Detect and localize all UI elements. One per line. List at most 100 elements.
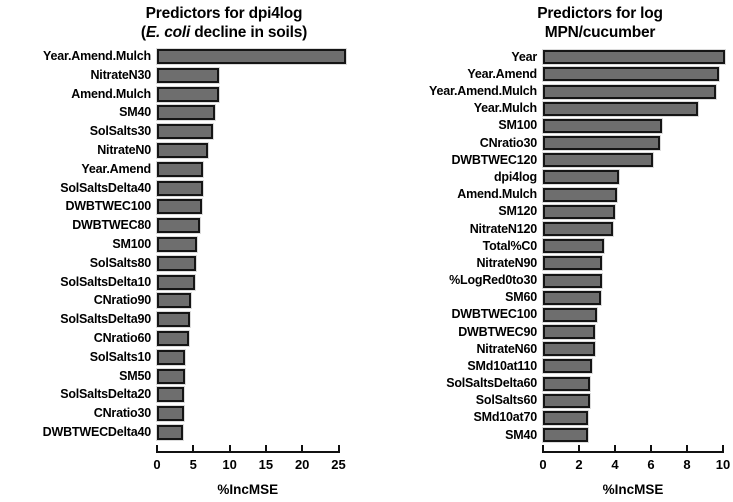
category-label: DWBTWEC120 xyxy=(451,152,537,167)
x-axis-tick xyxy=(337,445,340,452)
category-label: SolSaltsDelta40 xyxy=(60,180,151,195)
category-label: Year.Amend xyxy=(467,66,537,81)
category-label: DWBTWEC100 xyxy=(451,307,537,322)
bar xyxy=(157,406,184,422)
x-axis-tick xyxy=(614,445,616,452)
x-axis-tick-label: 4 xyxy=(611,457,619,472)
title-line-2: (E. coli decline in soils) xyxy=(84,23,364,42)
bar xyxy=(157,180,203,196)
category-label: CNratio30 xyxy=(479,135,537,150)
category-label: CNratio90 xyxy=(93,293,151,308)
category-label: SM120 xyxy=(498,204,537,219)
bar xyxy=(157,368,185,384)
category-label: SM100 xyxy=(112,237,151,251)
bar xyxy=(543,393,590,408)
category-label: Year.Amend.Mulch xyxy=(429,84,537,99)
category-label: NitrateN90 xyxy=(476,255,537,270)
x-axis-tick xyxy=(650,445,652,452)
x-axis-tick-label: 2 xyxy=(575,457,583,472)
category-label: NitrateN60 xyxy=(476,341,537,356)
category-label: Amend.Mulch xyxy=(457,187,537,202)
category-label: SM100 xyxy=(498,118,537,133)
bar xyxy=(157,274,196,290)
category-label: %LogRed0to30 xyxy=(449,273,537,287)
bar xyxy=(157,293,192,309)
category-label: DWBTWECDelta40 xyxy=(42,425,152,439)
x-axis-line xyxy=(542,451,724,453)
x-axis-tick-label: 10 xyxy=(715,457,731,472)
title-text-segment: decline in soils) xyxy=(190,24,308,41)
title-line-1: Predictors for dpi4log xyxy=(145,5,303,22)
bar xyxy=(543,153,653,168)
bar xyxy=(543,359,592,374)
bar xyxy=(157,67,220,83)
bar xyxy=(543,84,716,99)
category-label: SolSaltsDelta90 xyxy=(60,312,151,327)
bar xyxy=(157,161,204,177)
x-axis-tick xyxy=(192,445,195,452)
title-line-2: MPN/cucumber xyxy=(460,23,733,42)
x-axis-tick xyxy=(228,445,231,452)
bar xyxy=(157,331,189,346)
bar xyxy=(543,376,590,391)
bar xyxy=(543,204,615,219)
x-axis-tick-label: 20 xyxy=(294,457,310,472)
category-label: SolSalts60 xyxy=(475,393,537,408)
bar xyxy=(157,143,208,158)
bar xyxy=(157,86,219,102)
title-line-1: Predictors for log xyxy=(537,5,663,22)
category-label: Year.Amend.Mulch xyxy=(43,49,151,63)
bar xyxy=(543,342,596,357)
category-label: dpi4log xyxy=(493,169,537,184)
chart-log-mpn-title: Predictors for log MPN/cucumber xyxy=(460,4,733,42)
x-axis-tick-label: 0 xyxy=(539,457,547,472)
bar xyxy=(157,349,185,365)
bar xyxy=(157,255,197,271)
x-axis-tick xyxy=(722,445,724,452)
category-label: NitrateN30 xyxy=(90,67,151,82)
bar xyxy=(543,222,614,236)
category-label: SMd10at110 xyxy=(467,358,537,373)
x-axis-tick xyxy=(578,445,580,452)
x-axis-line xyxy=(156,451,340,453)
dpi4log-x-axis-label: %IncMSE xyxy=(217,482,279,497)
chart-dpi4log: Predictors for dpi4log (E. coli decline … xyxy=(0,0,366,502)
category-label: SM60 xyxy=(505,290,537,305)
bar xyxy=(543,239,605,254)
log-mpn-x-axis-label: %IncMSE xyxy=(602,482,664,497)
x-axis-tick-label: 5 xyxy=(189,457,197,472)
bar xyxy=(157,237,197,252)
category-label: SM40 xyxy=(505,427,537,442)
title-text-segment: MPN/cucumber xyxy=(544,24,656,41)
category-label: Year.Amend xyxy=(81,161,151,176)
x-axis-tick xyxy=(264,445,267,452)
x-axis-tick-label: 25 xyxy=(331,457,346,472)
category-label: SMd10at70 xyxy=(473,410,537,425)
category-label: CNratio30 xyxy=(93,406,151,421)
title-italic-segment: E. coli xyxy=(145,24,191,41)
category-label: Year xyxy=(511,49,537,64)
category-label: SolSaltsDelta20 xyxy=(60,387,151,402)
category-label: Amend.Mulch xyxy=(71,86,151,101)
x-axis-tick-label: 0 xyxy=(153,457,161,472)
bar xyxy=(543,118,662,133)
bar xyxy=(157,312,191,328)
chart-log-mpn-cucumber: Predictors for log MPN/cucumber Year Year… xyxy=(367,0,733,502)
bar xyxy=(157,199,202,215)
category-label: SolSalts80 xyxy=(89,255,151,270)
category-label: SolSalts10 xyxy=(89,349,151,364)
category-label: SM50 xyxy=(119,368,151,383)
category-label: SolSaltsDelta10 xyxy=(60,274,151,289)
bar xyxy=(543,187,617,202)
category-label: SolSaltsDelta60 xyxy=(446,376,537,391)
bar xyxy=(543,50,725,65)
x-axis-tick-label: 8 xyxy=(683,457,691,472)
x-axis-tick-label: 10 xyxy=(222,457,237,472)
bar xyxy=(543,136,660,151)
category-label: DWBTWEC80 xyxy=(72,218,151,233)
category-label: NitrateN0 xyxy=(97,143,151,157)
category-label: DWBTWEC90 xyxy=(458,324,537,339)
bar xyxy=(543,290,601,305)
category-label: Total%C0 xyxy=(482,238,538,253)
